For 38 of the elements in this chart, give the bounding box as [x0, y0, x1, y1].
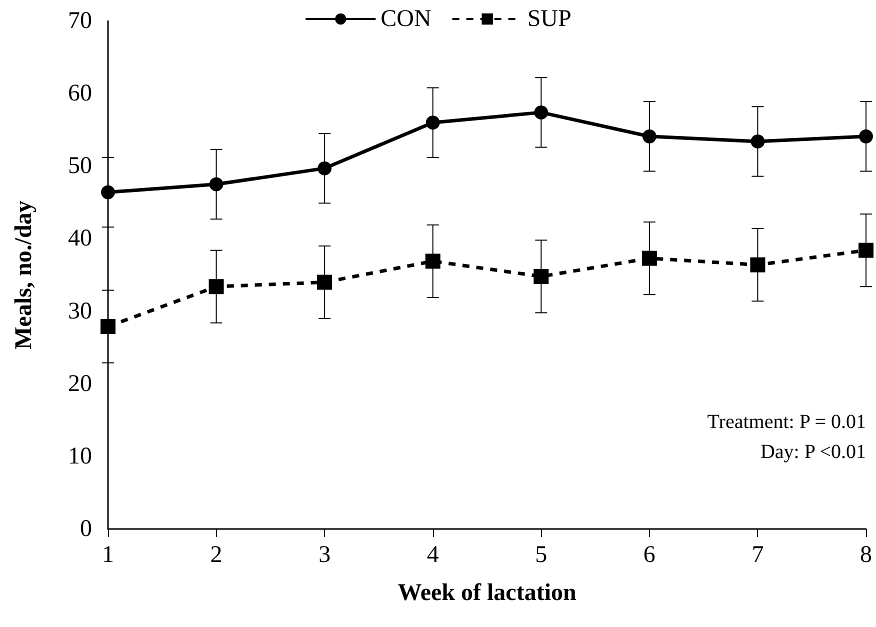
- point: [859, 129, 873, 144]
- point: [101, 185, 115, 200]
- y-tick-label: 50: [68, 153, 92, 180]
- point: [317, 274, 332, 290]
- x-tick-label: 8: [860, 542, 872, 568]
- point: [534, 105, 548, 120]
- x-tick-label: 6: [643, 542, 656, 568]
- point: [642, 129, 656, 144]
- x-tick-label: 5: [535, 542, 548, 568]
- y-tick-label: 30: [68, 298, 92, 324]
- x-tick-label: 1: [102, 542, 114, 568]
- y-tick-label: 0: [80, 516, 92, 542]
- legend-label: CON: [380, 6, 432, 32]
- point: [534, 268, 549, 284]
- point: [750, 257, 766, 272]
- point: [750, 134, 765, 148]
- y-tick-label: 20: [68, 370, 92, 397]
- y-axis-title: Meals, no./day: [11, 200, 37, 350]
- point: [642, 250, 657, 266]
- annotation: Treatment: P = 0.01: [707, 411, 866, 433]
- point: [858, 242, 874, 258]
- point: [208, 279, 224, 294]
- y-tick-label: 60: [68, 80, 92, 107]
- point: [426, 116, 440, 130]
- annotation: Day: P <0.01: [760, 441, 866, 463]
- y-tick-label: 70: [68, 8, 92, 34]
- x-axis-title: Week of lactation: [398, 580, 576, 606]
- y-tick-label: 40: [68, 226, 92, 252]
- point: [100, 319, 116, 334]
- legend-label: SUP: [527, 6, 572, 32]
- x-tick-label: 3: [318, 542, 331, 568]
- point: [318, 161, 332, 176]
- x-tick-label: 2: [210, 542, 222, 568]
- x-tick-label: 7: [752, 542, 764, 568]
- point: [425, 254, 440, 269]
- point: [209, 177, 224, 192]
- y-tick-label: 10: [68, 443, 92, 470]
- x-tick-label: 4: [426, 542, 439, 568]
